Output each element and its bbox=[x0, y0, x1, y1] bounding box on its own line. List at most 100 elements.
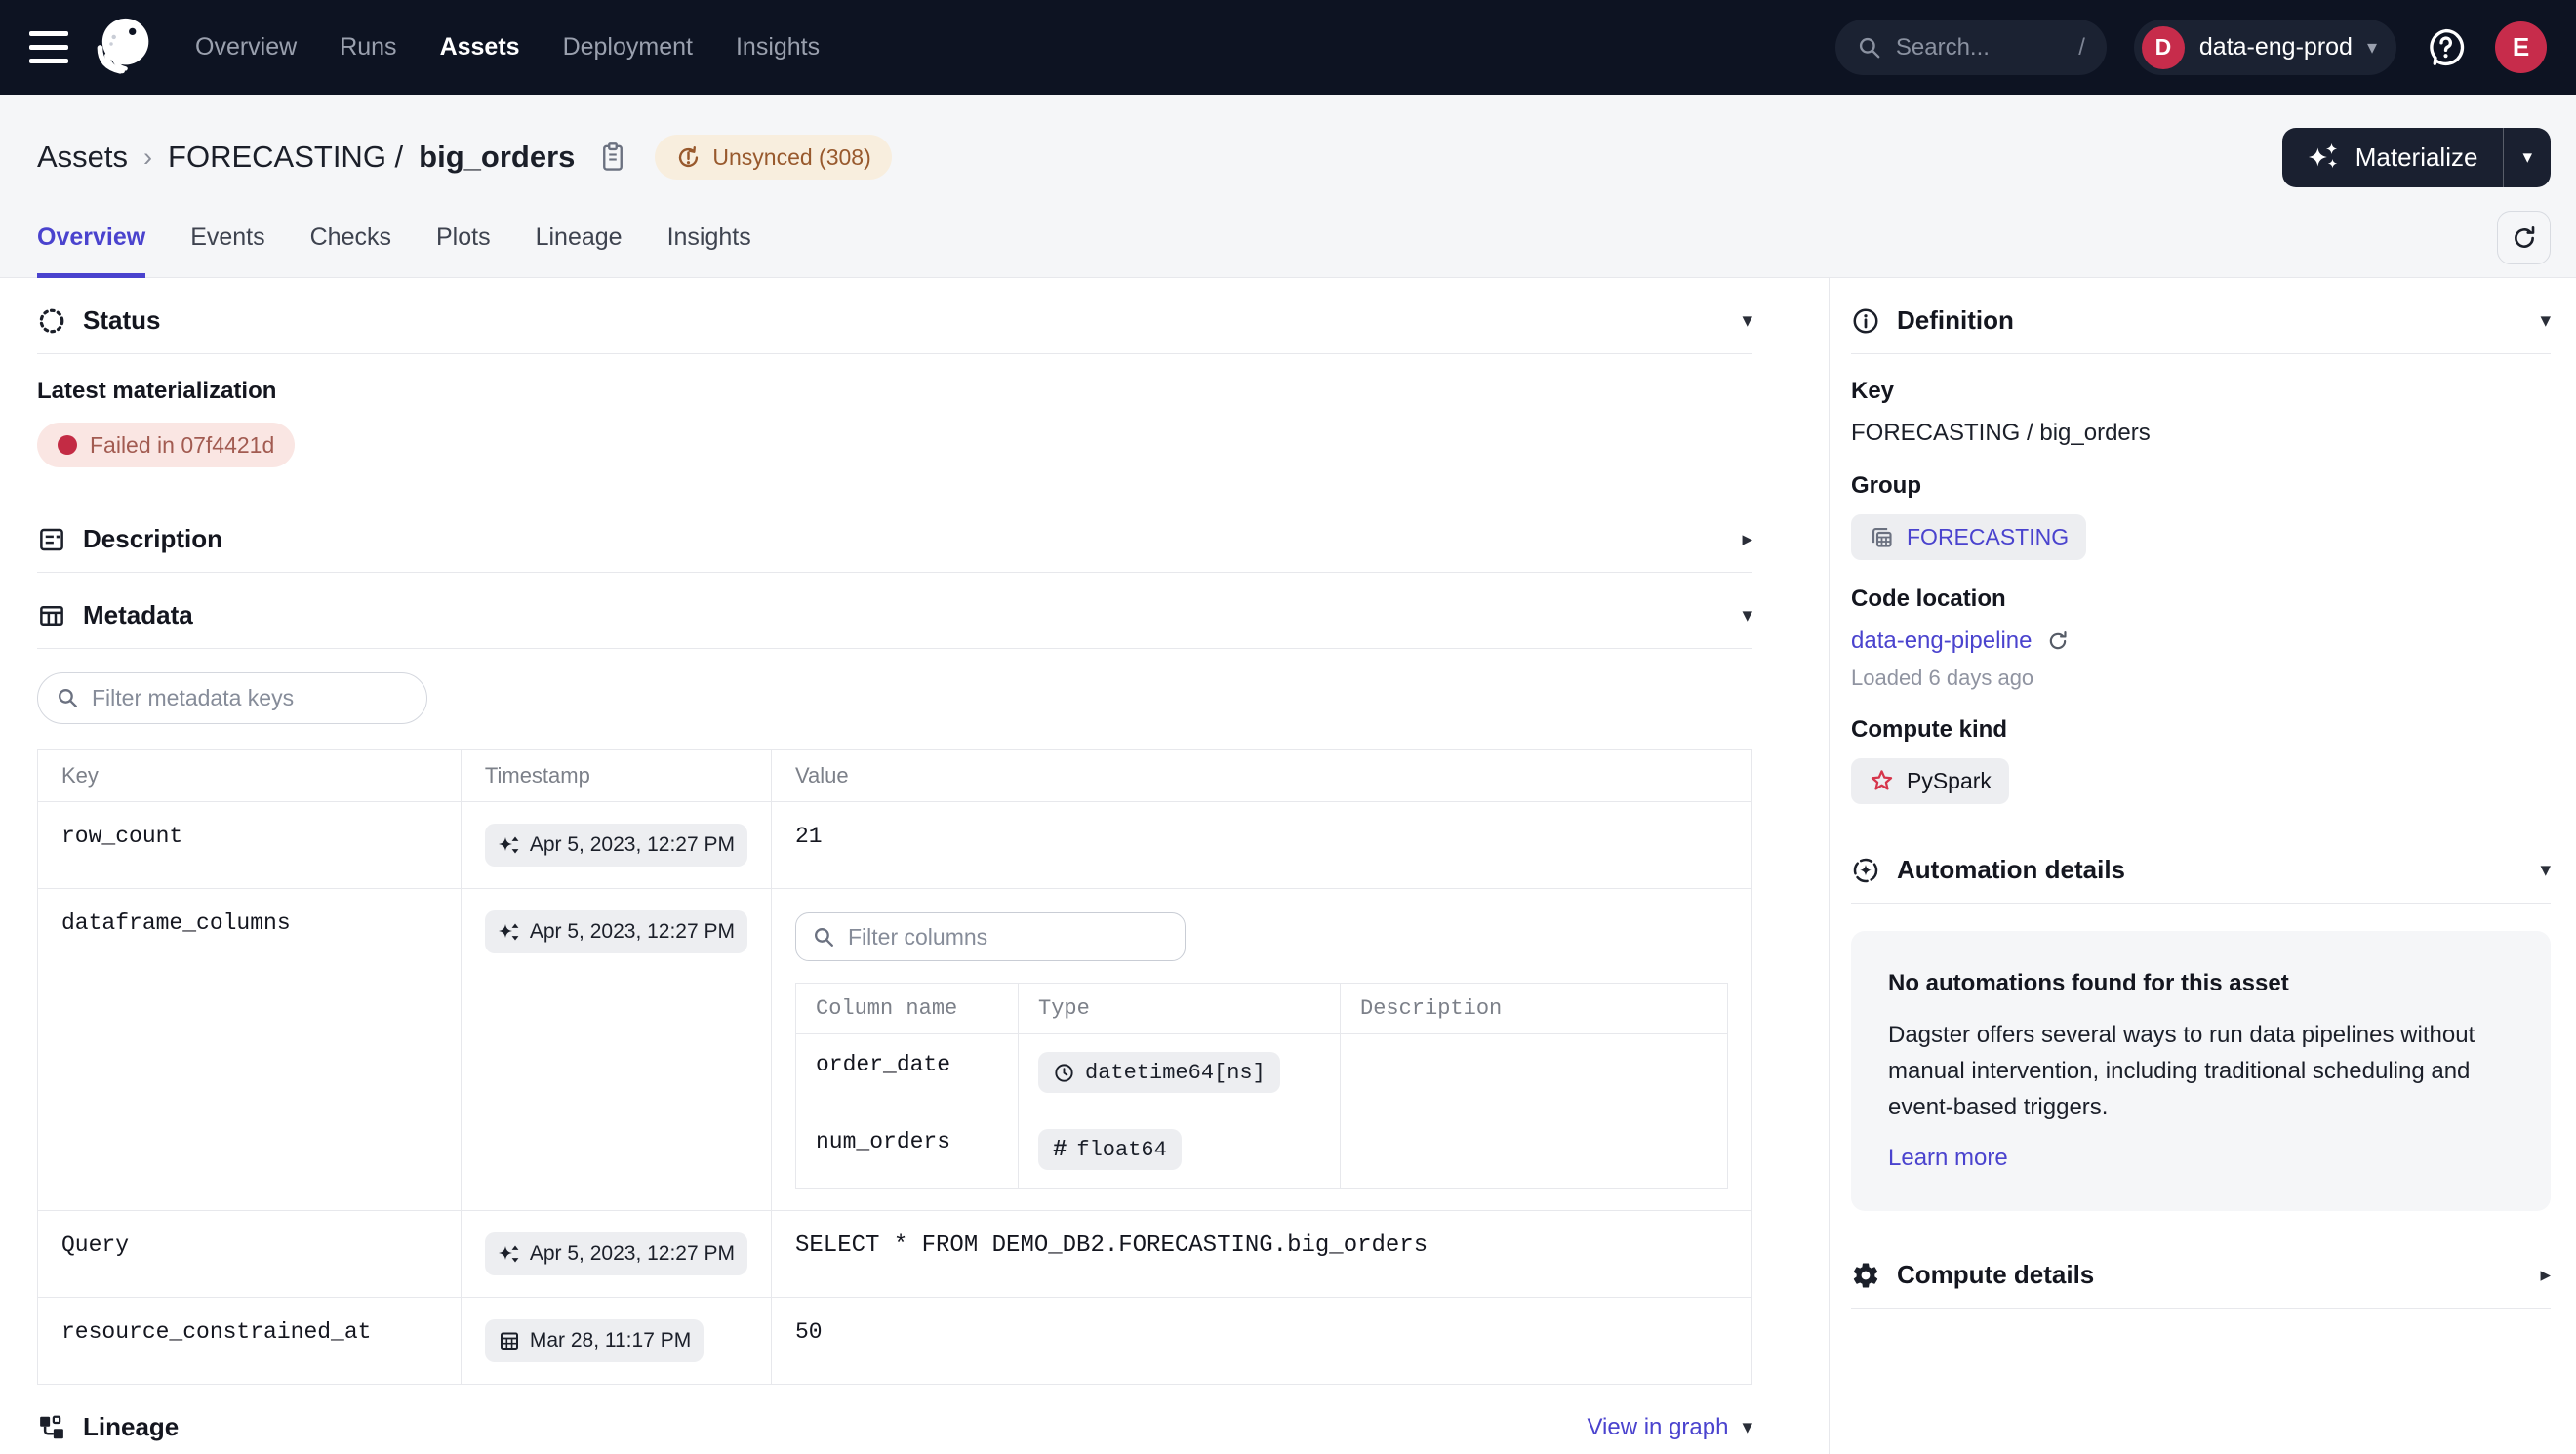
status-dotted-circle-icon bbox=[37, 306, 66, 336]
tab-lineage[interactable]: Lineage bbox=[535, 223, 623, 251]
chevron-down-icon: ▾ bbox=[2522, 146, 2532, 168]
tab-events[interactable]: Events bbox=[190, 223, 265, 251]
column-description bbox=[1340, 1111, 1728, 1189]
definition-section-title: Definition bbox=[1897, 305, 2014, 335]
materialize-options-button[interactable]: ▾ bbox=[2504, 128, 2551, 187]
metadata-filter[interactable] bbox=[37, 672, 427, 724]
tab-insights[interactable]: Insights bbox=[666, 223, 751, 251]
hamburger-menu-icon[interactable] bbox=[29, 31, 68, 63]
nav-item-assets[interactable]: Assets bbox=[439, 33, 520, 61]
chevron-down-icon: ▾ bbox=[1742, 1416, 1752, 1438]
lineage-graph-icon bbox=[37, 1413, 66, 1442]
table-row: num_orders # float64 bbox=[795, 1111, 1728, 1189]
search-icon bbox=[56, 686, 80, 710]
chevron-right-icon[interactable]: ▸ bbox=[2540, 1264, 2551, 1286]
type-pill: # float64 bbox=[1038, 1129, 1182, 1170]
deployment-switcher[interactable]: D data-eng-prod ▾ bbox=[2133, 20, 2396, 75]
tab-checks[interactable]: Checks bbox=[309, 223, 391, 251]
status-section-header: Status ▾ bbox=[37, 278, 1752, 354]
timestamp-chip[interactable]: Mar 28, 11:17 PM bbox=[484, 1319, 704, 1362]
user-avatar[interactable]: E bbox=[2495, 21, 2547, 73]
hash-icon: # bbox=[1053, 1136, 1067, 1163]
status-section-title: Status bbox=[83, 305, 161, 335]
group-pill[interactable]: FORECASTING bbox=[1851, 514, 2087, 560]
materialize-split-button: Materialize ▾ bbox=[2281, 127, 2551, 187]
primary-nav: Overview Runs Assets Deployment Insights bbox=[195, 33, 820, 61]
search-shortcut-hint: / bbox=[2078, 33, 2085, 61]
info-icon bbox=[1851, 306, 1880, 336]
metadata-filter-input[interactable] bbox=[92, 685, 409, 711]
table-row: dataframe_columns Apr 5, 2023, 12:27 PM bbox=[37, 888, 1752, 1211]
code-location-link[interactable]: data-eng-pipeline bbox=[1851, 627, 2033, 654]
key-label: Key bbox=[1851, 378, 1895, 404]
chevron-down-icon[interactable]: ▾ bbox=[1742, 309, 1752, 332]
metadata-section-header: Metadata ▾ bbox=[37, 573, 1752, 649]
asset-overview-main: Status ▾ Latest materialization Failed i… bbox=[0, 278, 1829, 1454]
nav-item-runs[interactable]: Runs bbox=[340, 33, 397, 61]
help-icon[interactable] bbox=[2424, 25, 2468, 69]
auto-materialize-icon bbox=[498, 833, 521, 857]
breadcrumb-asset-path: FORECASTING / bbox=[168, 140, 404, 174]
columns-filter[interactable] bbox=[795, 912, 1186, 961]
reload-icon[interactable] bbox=[2045, 628, 2071, 654]
content-divider bbox=[1829, 278, 1830, 1454]
timestamp-chip[interactable]: Apr 5, 2023, 12:27 PM bbox=[484, 1232, 747, 1275]
compute-kind-pill[interactable]: PySpark bbox=[1851, 758, 2009, 804]
timestamp-label: Mar 28, 11:17 PM bbox=[529, 1329, 692, 1352]
timestamp-chip[interactable]: Apr 5, 2023, 12:27 PM bbox=[484, 910, 747, 953]
col-header-value: Value bbox=[771, 749, 1752, 802]
group-table-icon bbox=[1869, 524, 1895, 550]
materialize-button[interactable]: Materialize bbox=[2282, 127, 2505, 187]
nav-item-insights[interactable]: Insights bbox=[735, 33, 821, 61]
timestamp-label: Apr 5, 2023, 12:27 PM bbox=[529, 920, 735, 943]
definition-section-header: Definition ▾ bbox=[1851, 278, 2551, 354]
no-automations-title: No automations found for this asset bbox=[1888, 970, 2289, 996]
auto-materialize-icon bbox=[498, 920, 521, 944]
materialization-status-badge[interactable]: Failed in 07f4421d bbox=[37, 423, 296, 467]
search-input[interactable] bbox=[1895, 33, 2042, 61]
type-label: float64 bbox=[1076, 1137, 1167, 1162]
dagster-logo-icon[interactable] bbox=[86, 10, 162, 86]
metadata-value: SELECT * FROM DEMO_DB2.FORECASTING.big_o… bbox=[771, 1210, 1752, 1298]
sync-alert-icon bbox=[675, 144, 702, 171]
table-row: resource_constrained_at Mar 28, 11:17 PM… bbox=[37, 1297, 1752, 1385]
tab-overview[interactable]: Overview bbox=[37, 198, 146, 278]
dataframe-columns-table: Column name Type Description order_date bbox=[795, 983, 1728, 1189]
chevron-down-icon[interactable]: ▾ bbox=[2540, 859, 2551, 881]
clock-icon bbox=[1053, 1062, 1075, 1084]
chevron-down-icon[interactable]: ▾ bbox=[1742, 604, 1752, 626]
view-in-graph-button[interactable]: View in graph ▾ bbox=[1587, 1414, 1752, 1441]
materialize-label: Materialize bbox=[2355, 141, 2478, 172]
col-header-type: Type bbox=[1018, 983, 1341, 1034]
metadata-section-title: Metadata bbox=[83, 600, 193, 629]
chevron-right-icon[interactable]: ▸ bbox=[1742, 528, 1752, 550]
learn-more-link[interactable]: Learn more bbox=[1888, 1145, 2008, 1171]
col-header-key: Key bbox=[37, 749, 462, 802]
chevron-down-icon[interactable]: ▾ bbox=[2540, 309, 2551, 332]
description-section-title: Description bbox=[83, 524, 223, 553]
nav-item-overview[interactable]: Overview bbox=[195, 33, 298, 61]
copy-icon[interactable] bbox=[598, 141, 627, 174]
metadata-table: Key Timestamp Value row_count Apr 5, 202… bbox=[37, 749, 1752, 1385]
col-header-description: Description bbox=[1340, 983, 1728, 1034]
compute-details-section-title: Compute details bbox=[1897, 1260, 2095, 1289]
col-header-column-name: Column name bbox=[795, 983, 1019, 1034]
refresh-button[interactable] bbox=[2497, 211, 2551, 264]
timestamp-chip[interactable]: Apr 5, 2023, 12:27 PM bbox=[484, 824, 747, 867]
latest-materialization-label: Latest materialization bbox=[37, 378, 277, 404]
tab-plots[interactable]: Plots bbox=[436, 223, 491, 251]
compute-kind-name: PySpark bbox=[1907, 768, 1992, 793]
global-search[interactable]: / bbox=[1834, 20, 2107, 75]
columns-filter-input[interactable] bbox=[848, 923, 1169, 950]
nav-item-deployment[interactable]: Deployment bbox=[562, 33, 693, 61]
compute-details-section-header: Compute details ▸ bbox=[1851, 1232, 2551, 1309]
no-automations-card: No automations found for this asset Dags… bbox=[1851, 931, 2551, 1211]
unsynced-badge[interactable]: Unsynced (308) bbox=[655, 135, 892, 180]
no-automations-description: Dagster offers several ways to run data … bbox=[1888, 1022, 2475, 1120]
breadcrumb-assets-link[interactable]: Assets bbox=[37, 140, 129, 174]
breadcrumb: Assets › FORECASTING / big_orders bbox=[37, 140, 627, 175]
code-location-loaded-ago: Loaded 6 days ago bbox=[1851, 666, 2034, 690]
col-header-timestamp: Timestamp bbox=[460, 749, 773, 802]
metadata-key: dataframe_columns bbox=[37, 888, 462, 1211]
column-name: order_date bbox=[795, 1033, 1019, 1111]
